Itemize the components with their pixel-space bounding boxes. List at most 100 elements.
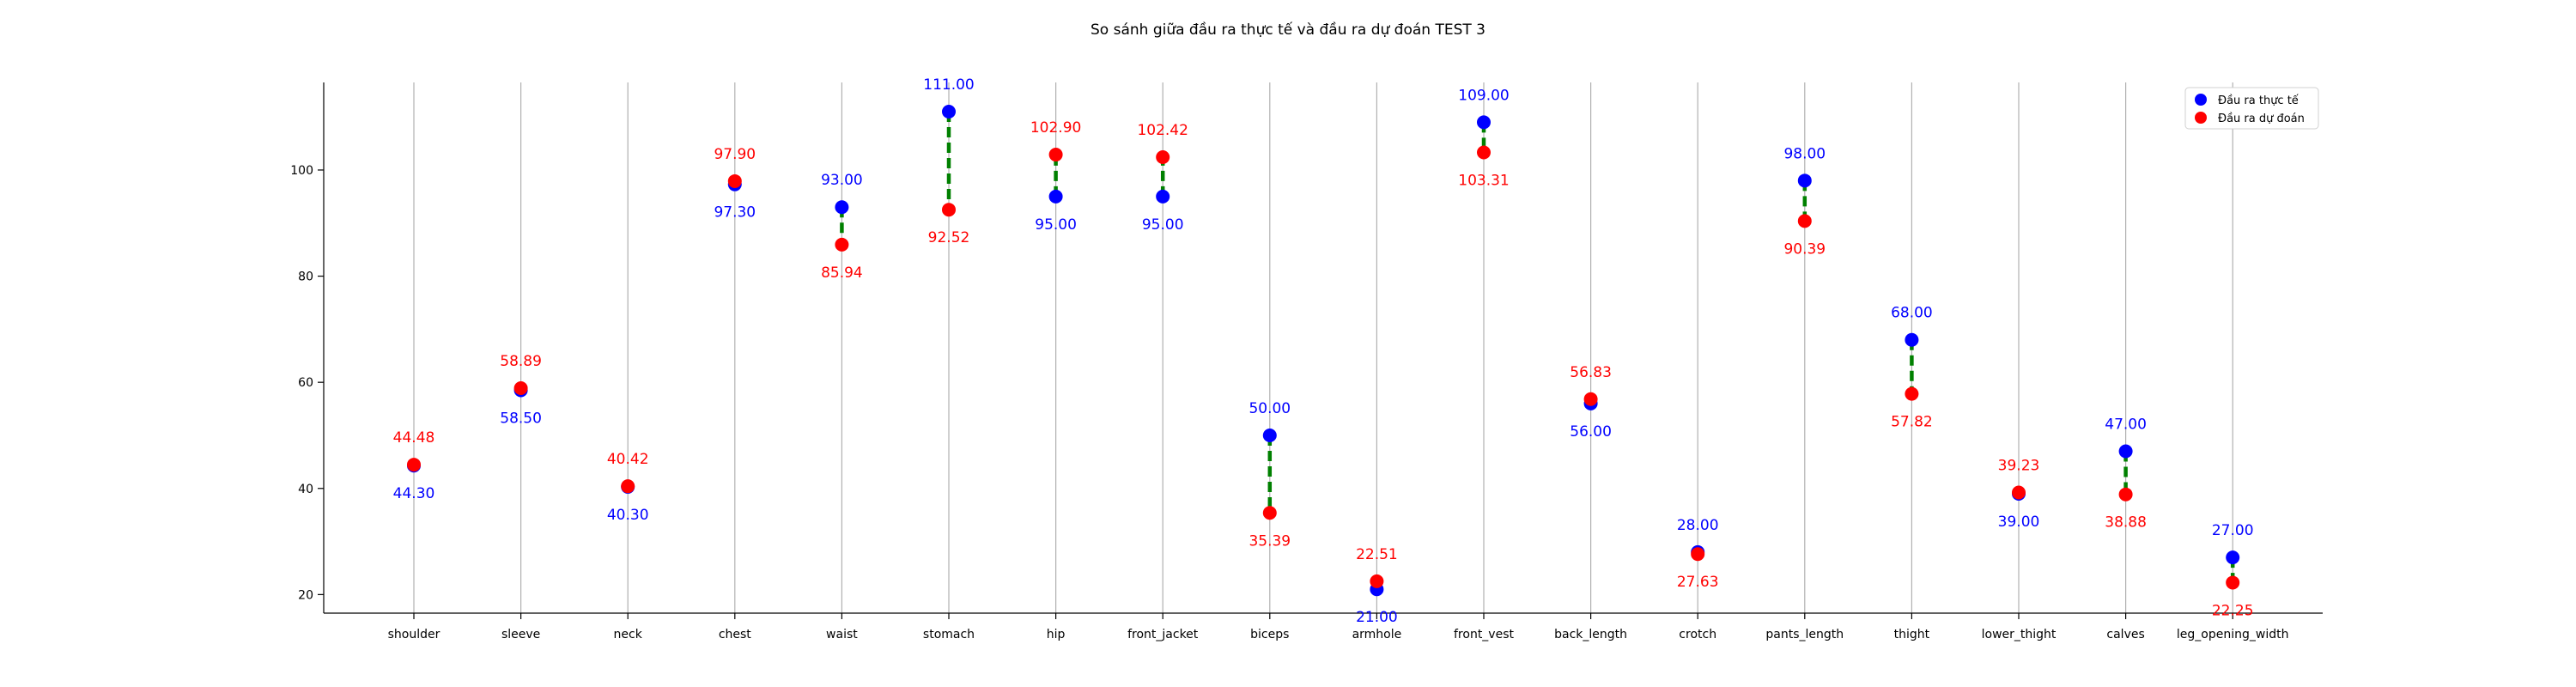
x-tick-label: front_vest: [1454, 628, 1514, 641]
legend-box: [2184, 87, 2319, 130]
x-tick-label: crotch: [1679, 628, 1716, 641]
legend-label: Đầu ra dự đoán: [2218, 112, 2305, 125]
x-tick-label: neck: [614, 628, 643, 641]
y-tick-label: 40: [298, 483, 313, 496]
predicted-point: [1477, 145, 1491, 160]
actual-value-label: 98.00: [1783, 145, 1826, 162]
predicted-value-label: 92.52: [928, 229, 970, 246]
predicted-value-label: 57.82: [1891, 414, 1933, 431]
actual-point: [1477, 115, 1491, 130]
grid: [413, 82, 2233, 613]
predicted-value-label: 22.25: [2212, 602, 2254, 619]
actual-value-label: 97.30: [714, 204, 756, 222]
connectors: [411, 111, 2235, 590]
actual-value-label: 111.00: [923, 76, 974, 94]
actual-point: [1156, 189, 1170, 204]
predicted-point: [1905, 386, 1919, 401]
predicted-point: [1797, 214, 1812, 228]
axes: 20 40 60 80 100 shoulder sleeve neck chest waist s…: [290, 82, 2323, 641]
predicted-point: [2012, 485, 2026, 500]
actual-point: [1797, 173, 1812, 188]
data-labels: 44.30 44.48 58.50 58.89 40.30 40.42 97.30 97.90…: [393, 76, 2254, 626]
actual-value-label: 39.00: [1998, 514, 2040, 531]
actual-value-label: 44.30: [393, 485, 435, 502]
x-tick-label: lower_thight: [1982, 628, 2057, 641]
predicted-value-label: 56.83: [1570, 364, 1612, 381]
predicted-value-label: 97.90: [714, 146, 756, 163]
predicted-value-label: 90.39: [1783, 240, 1826, 258]
y-tick-label: 20: [298, 588, 313, 602]
x-tick-label: hip: [1047, 628, 1066, 641]
predicted-point: [727, 173, 742, 188]
x-tick-label: thight: [1894, 628, 1930, 641]
predicted-value-label: 38.88: [2105, 514, 2147, 532]
actual-point: [1048, 189, 1063, 204]
x-tick-label: biceps: [1250, 628, 1289, 641]
predicted-value-label: 40.42: [607, 451, 649, 468]
y-tick-label: 80: [298, 271, 313, 284]
predicted-point: [621, 479, 635, 494]
actual-point: [1905, 332, 1919, 347]
x-tick-label: front_jacket: [1127, 628, 1199, 641]
predicted-point: [1583, 392, 1598, 406]
predicted-value-label: 102.42: [1137, 122, 1188, 139]
predicted-value-label: 102.90: [1030, 119, 1081, 137]
actual-value-label: 50.00: [1249, 400, 1291, 417]
actual-value-label: 68.00: [1891, 305, 1933, 322]
predicted-point: [1156, 150, 1170, 165]
actual-point: [2118, 444, 2133, 459]
predicted-value-label: 103.31: [1458, 173, 1509, 190]
predicted-point: [513, 381, 528, 396]
predicted-point: [1048, 148, 1063, 162]
actual-point: [942, 104, 956, 119]
legend-marker: [2195, 94, 2207, 106]
actual-value-label: 95.00: [1035, 216, 1077, 234]
predicted-value-label: 58.89: [500, 353, 542, 370]
actual-value-label: 56.00: [1570, 423, 1612, 441]
predicted-point: [942, 203, 956, 217]
actual-point: [2226, 550, 2240, 565]
actual-value-label: 58.50: [500, 410, 542, 427]
actual-value-label: 47.00: [2105, 416, 2147, 434]
actual-point: [1262, 428, 1277, 442]
predicted-point: [1262, 506, 1277, 520]
legend: Đầu ra thực tế Đầu ra dự đoán: [2184, 87, 2319, 130]
actual-point: [835, 200, 849, 215]
x-tick-label: armhole: [1352, 628, 1402, 641]
predicted-value-label: 85.94: [821, 264, 863, 282]
predicted-point: [835, 237, 849, 252]
x-tick-label: sleeve: [501, 628, 540, 641]
predicted-point: [2118, 487, 2133, 502]
x-tick-label: stomach: [923, 628, 975, 641]
predicted-point: [407, 458, 421, 472]
legend-label: Đầu ra thực tế: [2218, 94, 2299, 107]
actual-value-label: 109.00: [1458, 87, 1509, 104]
x-tick-label: pants_length: [1765, 628, 1844, 641]
actual-value-label: 21.00: [1356, 609, 1398, 626]
actual-value-label: 27.00: [2212, 522, 2254, 539]
predicted-value-label: 44.48: [393, 429, 435, 447]
predicted-point: [1691, 547, 1705, 562]
predicted-point: [1370, 574, 1384, 588]
x-tick-label: shoulder: [388, 628, 440, 641]
predicted-point: [2226, 575, 2240, 590]
actual-value-label: 40.30: [607, 507, 649, 524]
data-points: [407, 104, 2240, 597]
x-tick-label: leg_opening_width: [2177, 628, 2289, 641]
predicted-value-label: 35.39: [1249, 532, 1291, 550]
x-tick-label: waist: [826, 628, 858, 641]
x-tick-label: back_length: [1554, 628, 1627, 641]
actual-value-label: 28.00: [1677, 517, 1719, 534]
actual-value-label: 93.00: [821, 172, 863, 189]
predicted-value-label: 39.23: [1998, 458, 2040, 475]
x-tick-label: chest: [719, 628, 751, 641]
actual-value-label: 95.00: [1142, 216, 1184, 234]
y-tick-label: 100: [290, 164, 313, 178]
legend-marker: [2195, 112, 2207, 124]
predicted-value-label: 27.63: [1677, 574, 1719, 591]
predicted-value-label: 22.51: [1356, 546, 1398, 563]
x-tick-label: calves: [2106, 628, 2144, 641]
chart-title: So sánh giữa đầu ra thực tế và đầu ra dự…: [1091, 21, 1485, 39]
y-tick-label: 60: [298, 376, 313, 390]
